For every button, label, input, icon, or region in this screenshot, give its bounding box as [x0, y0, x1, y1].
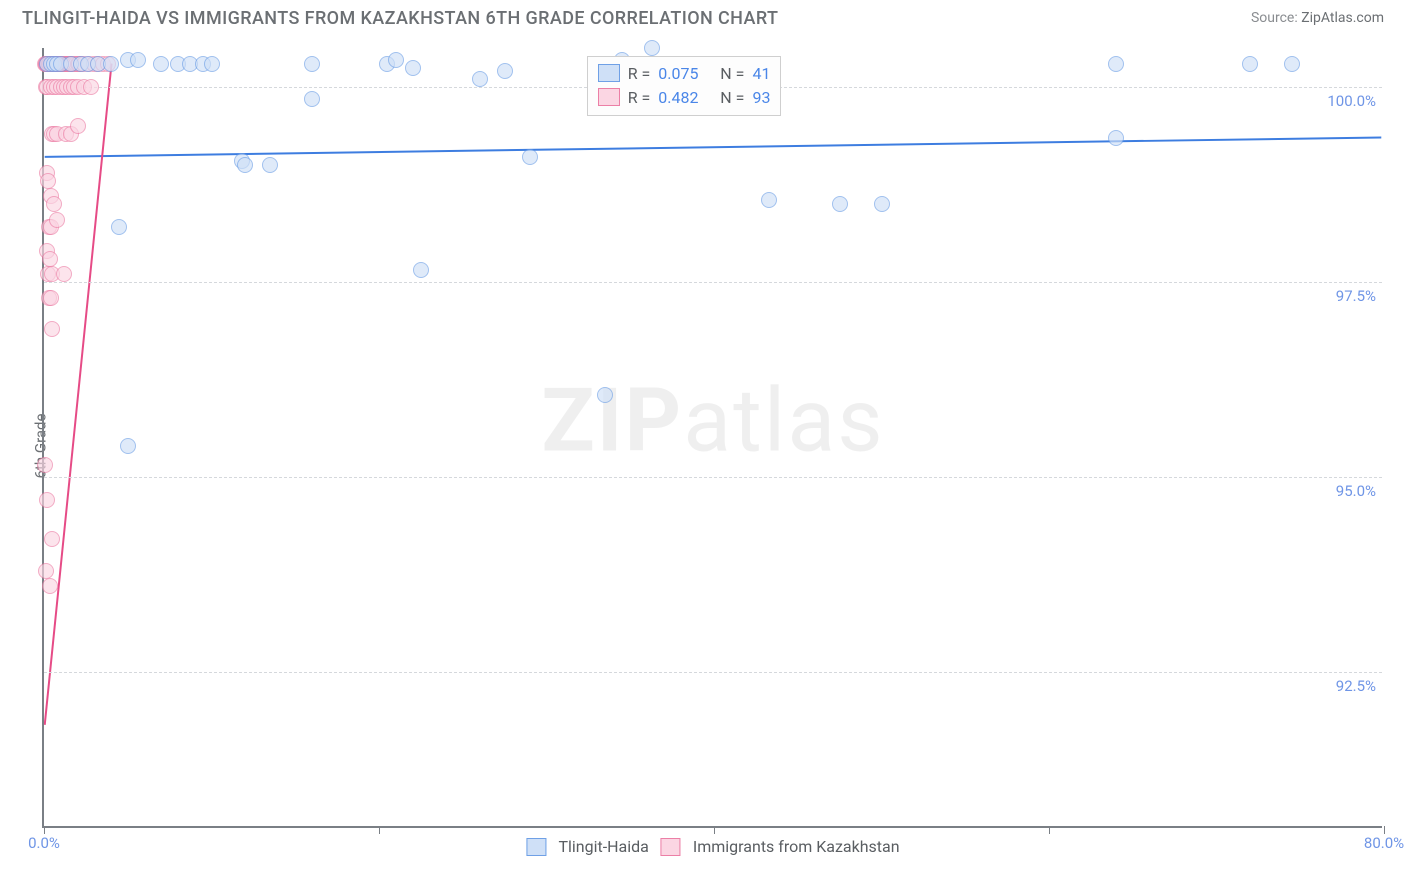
scatter-point [262, 157, 278, 173]
legend-swatch [598, 88, 620, 106]
scatter-point [40, 173, 56, 189]
scatter-point [130, 52, 146, 68]
scatter-point [43, 290, 59, 306]
legend-swatch [598, 64, 620, 82]
scatter-point [46, 196, 62, 212]
scatter-point [44, 531, 60, 547]
scatter-point [1108, 130, 1124, 146]
scatter-point [497, 63, 513, 79]
scatter-point [1284, 56, 1300, 72]
legend-series-label: Tlingit-Haida [558, 837, 648, 856]
scatter-point [644, 40, 660, 56]
gridline [44, 672, 1382, 673]
gridline [44, 477, 1382, 478]
scatter-point [120, 438, 136, 454]
legend-n-value: 93 [752, 88, 770, 107]
scatter-point [38, 563, 54, 579]
scatter-point [304, 56, 320, 72]
source-value: ZipAtlas.com [1301, 10, 1384, 26]
legend-n-label: N = [720, 64, 744, 83]
scatter-point [237, 157, 253, 173]
bottom-legend: Tlingit-Haida Immigrants from Kazakhstan [526, 837, 899, 856]
legend-r-value: 0.482 [658, 88, 712, 107]
scatter-point [522, 149, 538, 165]
scatter-point [204, 56, 220, 72]
scatter-point [70, 118, 86, 134]
chart-title: TLINGIT-HAIDA VS IMMIGRANTS FROM KAZAKHS… [22, 8, 778, 29]
source-attribution: Source: ZipAtlas.com [1251, 10, 1384, 26]
legend-r-label: R = [628, 88, 651, 107]
legend-swatch [661, 838, 681, 856]
scatter-point [42, 578, 58, 594]
scatter-point [1108, 56, 1124, 72]
x-tick [1384, 826, 1385, 834]
scatter-point [388, 52, 404, 68]
y-tick-label: 100.0% [1327, 92, 1376, 110]
y-tick-label: 92.5% [1336, 677, 1376, 695]
scatter-point [42, 251, 58, 267]
y-tick-label: 95.0% [1336, 482, 1376, 500]
legend-row: R = 0.075 N = 41 [598, 61, 771, 85]
scatter-point [472, 71, 488, 87]
scatter-point [44, 321, 60, 337]
legend-n-value: 41 [752, 64, 770, 83]
x-tick-label: 0.0% [28, 834, 60, 852]
scatter-point [103, 56, 119, 72]
legend-row: R = 0.482 N = 93 [598, 85, 771, 109]
scatter-point [405, 60, 421, 76]
watermark-bold: ZIP [541, 370, 683, 473]
legend-swatch [526, 838, 546, 856]
x-tick [714, 826, 715, 834]
watermark-rest: atlas [683, 370, 884, 473]
scatter-point [597, 387, 613, 403]
scatter-point [832, 196, 848, 212]
scatter-point [37, 457, 53, 473]
scatter-point [1242, 56, 1258, 72]
legend-r-value: 0.075 [658, 64, 712, 83]
gridline [44, 282, 1382, 283]
scatter-point [153, 56, 169, 72]
x-tick-label: 80.0% [1364, 834, 1404, 852]
source-label: Source: [1251, 10, 1298, 26]
trend-line [45, 64, 112, 725]
legend-box: R = 0.075 N = 41 R = 0.482 N = 93 [587, 56, 782, 116]
scatter-point [56, 266, 72, 282]
legend-n-label: N = [720, 88, 744, 107]
y-tick-label: 97.5% [1336, 287, 1376, 305]
x-tick [1049, 826, 1050, 834]
scatter-point [111, 219, 127, 235]
chart-container: TLINGIT-HAIDA VS IMMIGRANTS FROM KAZAKHS… [0, 0, 1406, 892]
scatter-point [39, 492, 55, 508]
plot-area: ZIPatlas 92.5%95.0%97.5%100.0%0.0%80.0%R… [42, 48, 1382, 828]
scatter-point [761, 192, 777, 208]
scatter-point [304, 91, 320, 107]
watermark: ZIPatlas [541, 370, 884, 473]
legend-r-label: R = [628, 64, 651, 83]
scatter-point [413, 262, 429, 278]
x-tick [44, 826, 45, 834]
scatter-point [49, 212, 65, 228]
scatter-point [874, 196, 890, 212]
legend-series-label: Immigrants from Kazakhstan [693, 837, 900, 856]
scatter-point [83, 79, 99, 95]
x-tick [379, 826, 380, 834]
